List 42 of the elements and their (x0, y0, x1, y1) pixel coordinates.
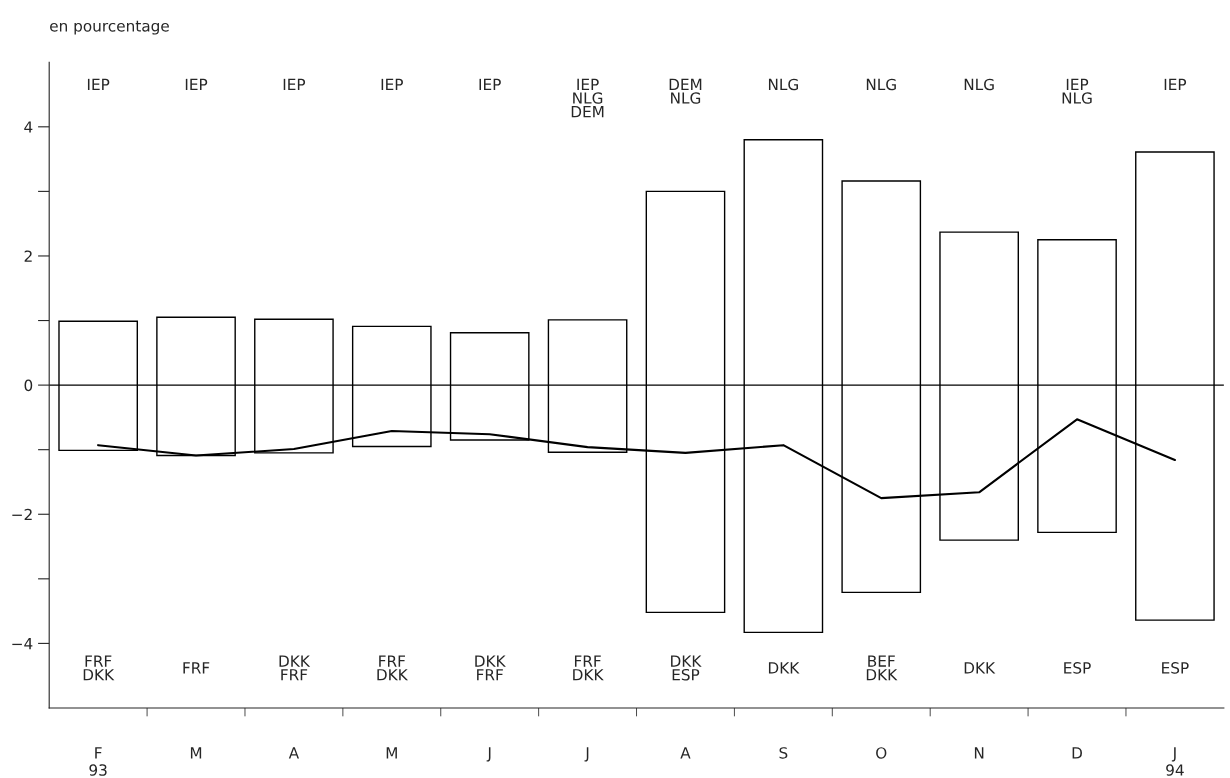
y-tick-label: 0 (24, 379, 33, 392)
x-tick-label: A (680, 747, 691, 759)
x-tick-label: M (386, 747, 397, 759)
annotation: IEP (185, 78, 208, 90)
annotation: ESP (1162, 662, 1189, 674)
x-tick-label: J (584, 747, 589, 762)
x-tick-label: D (1072, 747, 1082, 759)
annotation: IEP (283, 78, 306, 90)
annotation: DKK FRF (279, 655, 311, 681)
annotation: DKK ESP (671, 655, 702, 681)
annotation: FRF (183, 662, 210, 674)
y-tick-label: 4 (24, 121, 33, 133)
annotation: IEP NLG DEM (571, 78, 604, 118)
x-tick-label: N (974, 747, 984, 759)
annotation: ESP (1064, 662, 1091, 674)
annotation: IEP (381, 78, 403, 90)
annotation: BEF DKK (866, 655, 898, 681)
annotation: NLG (866, 78, 896, 91)
y-tick-label: −4 (12, 638, 33, 650)
annotation: DEM NLG (669, 78, 702, 104)
x-tick-label: J 94 (1166, 747, 1184, 776)
x-tick-label: O (876, 747, 887, 759)
annotation: DKK (964, 662, 996, 674)
x-tick-label: F 93 (89, 747, 107, 776)
annotation: NLG (964, 78, 994, 91)
y-tick-label: −2 (12, 508, 32, 521)
annotation: DKK FRF (475, 655, 506, 681)
annotation: IEP (479, 78, 501, 90)
x-tick-label: J (486, 747, 491, 762)
annotation: IEP NLG (1062, 78, 1092, 104)
y-tick-label: 2 (24, 250, 32, 262)
x-tick-label: A (288, 747, 300, 759)
annotation: IEP (87, 78, 110, 90)
x-tick-label: M (190, 747, 202, 759)
annotation: FRF DKK (377, 655, 409, 681)
annotation: FRF DKK (573, 655, 604, 681)
annotation: DKK (768, 662, 800, 674)
annotation: FRF DKK (83, 655, 115, 681)
annotation: IEP (1164, 78, 1187, 90)
y-axis-title: en pourcentage (50, 20, 169, 35)
annotation: NLG (768, 78, 798, 91)
x-tick-label: S (779, 747, 788, 759)
